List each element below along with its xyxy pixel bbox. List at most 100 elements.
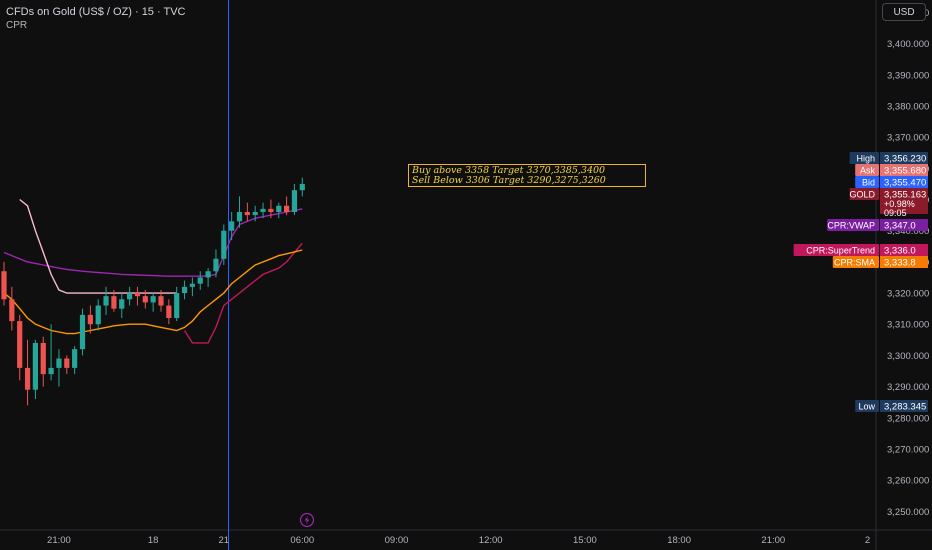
price-tag-cpr-vwap: CPR:VWAP 3,347.0 [827,219,928,232]
candle-body [32,342,38,390]
y-tick-label: 3,310.000 [887,320,929,331]
price-tag-bid: Bid 3,355.470 [855,176,928,189]
candle-body [150,296,156,303]
candle [276,202,282,219]
price-tag-name: Bid [862,178,875,188]
bar-countdown: 09:05 [884,208,907,218]
x-tick-label: 21 [219,535,230,546]
candle [9,286,15,331]
price-tag-name: CPR:SuperTrend [806,246,875,256]
candle-body [174,293,180,318]
price-tag-value-bg [880,256,928,268]
price-tag-value-bg [880,152,928,164]
price-tag-name-bg [855,176,879,188]
candle-body [221,230,227,259]
price-tag-value-bg [880,400,928,412]
x-tick-label: 2 [865,535,870,546]
x-tick-label: 21:00 [761,535,785,546]
price-tag-low: Low 3,283.345 [855,400,928,413]
candle [95,299,101,331]
x-tick-label: 09:00 [385,535,409,546]
candle [119,293,125,318]
candle [166,299,172,325]
candle [48,324,54,381]
candle [260,202,266,219]
price-tag-ask: Ask 3,355.680 [855,164,928,177]
x-tick-label: 18 [148,535,159,546]
candle-body [284,205,290,212]
candle [181,280,188,300]
price-tag-value: 3,347.0 [884,221,916,232]
series-line-cpr [19,198,177,294]
candle [134,286,141,306]
indicator-label[interactable]: CPR [6,20,28,31]
candle [56,349,62,387]
y-tick-label: 3,270.000 [887,444,929,455]
currency-button[interactable]: USD [882,3,926,21]
price-tag-name: Low [858,402,875,412]
candle-body [213,258,219,272]
candle-body [252,212,258,216]
trade-annotation[interactable]: Buy above 3358 Target 3370,3385,3400 Sel… [408,164,646,187]
candle [197,271,203,290]
candle [174,286,180,322]
candle [150,293,156,312]
x-tick-label: 06:00 [290,535,314,546]
price-change: +0.98% [884,199,915,209]
price-tag-name-bg [855,164,879,176]
candle-body [127,293,133,300]
candle-body [48,367,54,375]
candle-body [260,208,266,212]
candle-body [291,190,298,212]
lightning-icon[interactable] [299,512,315,528]
candle-body [181,286,188,294]
price-tag-name-bg [849,152,879,164]
candle-body [79,314,86,350]
x-tick-label: 21:00 [47,535,71,546]
candle-body [87,314,93,325]
candle-body [103,296,109,306]
price-tag-value: 3,336.0 [884,246,916,257]
symbol-title[interactable]: CFDs on Gold (US$ / OZ) · 15 · TVC [6,6,186,18]
candle [40,336,46,387]
candle-body [244,212,250,216]
y-tick-label: 3,250.000 [887,507,929,518]
candle-body [17,321,23,368]
price-tag-name-bg [855,400,879,412]
candle-body [205,271,211,278]
price-tag-value-bg [880,188,928,214]
candle-body [40,342,46,375]
candle-body [95,305,101,325]
price-tag-cpr-sma: CPR:SMA 3,333.8 [832,256,928,269]
candle [229,212,235,241]
candle-body [119,299,125,309]
candle-body [9,299,15,322]
price-tag-name: CPR:SMA [834,258,875,268]
series-line-cpr-sma [3,249,303,335]
price-tag-value: 3,356.230 [884,154,926,165]
price-tag-name-bg [832,256,879,268]
candle [17,314,23,381]
price-tag-name-bg [793,244,879,256]
candle-body [111,296,117,309]
price-tag-value: 3,283.345 [884,402,926,413]
candle [244,202,250,222]
series-line-cpr-supertrend [183,242,303,344]
indicator-series [3,198,303,344]
candle-body [64,358,70,368]
candle [189,277,195,297]
candle [291,183,298,216]
candle-body [142,296,148,303]
candle [103,286,109,315]
price-tag-value-bg [880,164,928,176]
y-tick-label: 3,370.000 [887,133,929,144]
candle-body [72,349,78,368]
candle-body [236,212,243,222]
price-tag-value: 3,355.680 [884,166,926,177]
price-tag-name: High [856,154,875,164]
x-tick-label: 15:00 [573,535,597,546]
time-axis[interactable]: 21:00 18 21 06:00 09:00 12:00 15:00 18:00 21:00 2 [47,535,870,546]
candle-body [56,358,62,368]
price-tag-name: Ask [860,166,876,176]
